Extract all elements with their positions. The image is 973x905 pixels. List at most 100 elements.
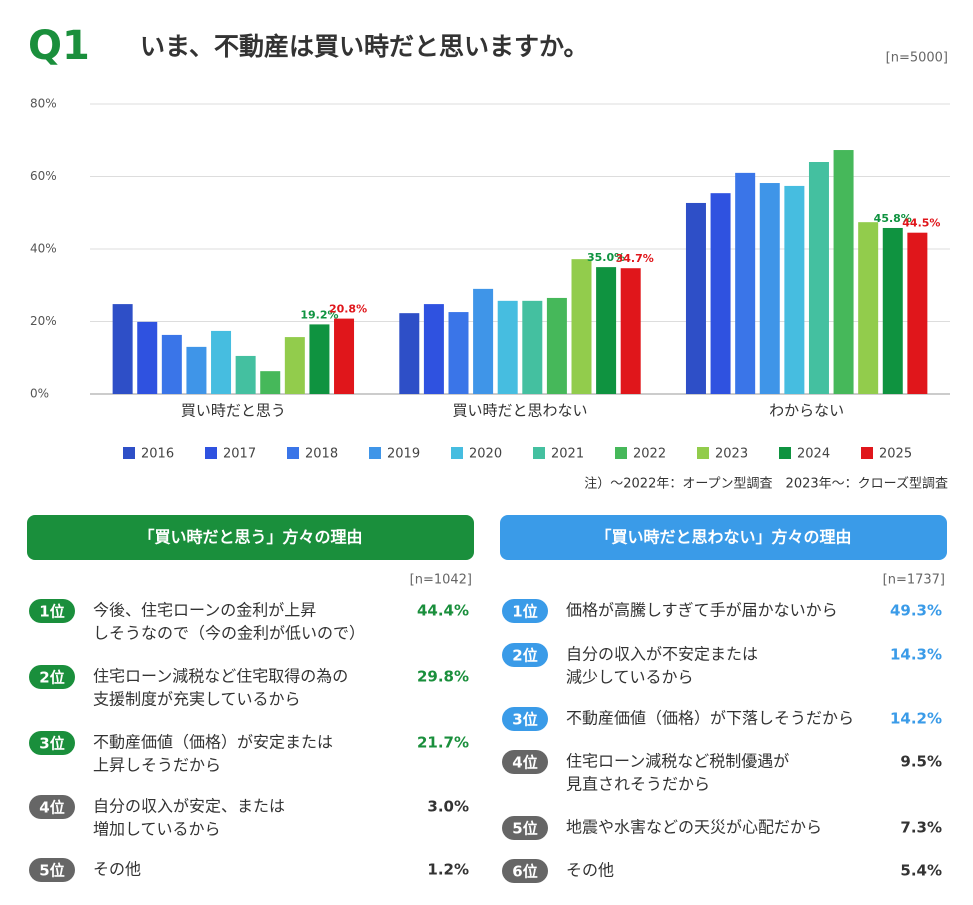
reason-text: 自分の収入が安定、または [93, 797, 285, 816]
reason-value: 44.4% [417, 602, 469, 620]
data-label: 35.0% [587, 251, 625, 264]
data-label: 44.5% [902, 217, 940, 230]
legend-swatch [369, 447, 381, 459]
bar [596, 267, 617, 394]
reason-text: その他 [93, 860, 141, 879]
bar [522, 300, 543, 394]
rank-label: 1位 [512, 603, 537, 621]
bar [309, 324, 330, 394]
legend-label: 2018 [305, 447, 338, 462]
rank-badge [502, 750, 548, 774]
legend-swatch [287, 447, 299, 459]
legend-swatch [451, 447, 463, 459]
bar [497, 300, 518, 394]
rank-label: 6位 [512, 863, 537, 881]
bar [620, 268, 641, 394]
bar [334, 318, 355, 394]
bar [571, 259, 592, 394]
rank-label: 2位 [512, 647, 537, 665]
rank-badge [502, 816, 548, 840]
bar [808, 162, 829, 394]
rank-label: 3位 [39, 735, 64, 753]
legend-swatch [123, 447, 135, 459]
legend-label: 2023 [715, 447, 748, 462]
rank-badge [29, 731, 75, 755]
legend-swatch [861, 447, 873, 459]
legend-label: 2022 [633, 447, 666, 462]
rank-badge [502, 707, 548, 731]
bar [186, 346, 207, 394]
bar [448, 312, 469, 394]
reason-value: 21.7% [417, 734, 469, 752]
rank-label: 3位 [512, 711, 537, 729]
rank-label: 5位 [512, 820, 537, 838]
bar [710, 193, 731, 394]
legend-label: 2024 [797, 447, 830, 462]
bar [735, 172, 756, 394]
bar [907, 232, 928, 394]
reason-value: 5.4% [900, 862, 942, 880]
rank-badge [29, 599, 75, 623]
reason-text: 減少しているから [566, 668, 694, 687]
bar [211, 330, 232, 394]
rank-badge [29, 858, 75, 882]
bar [685, 202, 706, 394]
reason-value: 1.2% [427, 861, 469, 879]
reason-text: 住宅ローン減税など税制優遇が [566, 752, 789, 771]
reason-text: 今後、住宅ローンの金利が上昇 [93, 601, 316, 620]
reason-value: 49.3% [890, 602, 942, 620]
legend-label: 2020 [469, 447, 502, 462]
y-tick-label: 80% [30, 97, 57, 111]
rank-badge [502, 599, 548, 623]
panel-header [27, 515, 474, 560]
bar [759, 183, 780, 394]
note: 注）～2022年：オープン型調査 2023年～：クローズ型調査 [584, 476, 948, 492]
data-label: 19.2% [300, 308, 338, 321]
legend-label: 2025 [879, 447, 912, 462]
rank-badge [29, 795, 75, 819]
bar [423, 304, 444, 394]
legend-label: 2016 [141, 447, 174, 462]
bar [784, 185, 805, 394]
bar [161, 334, 182, 394]
reason-value: 7.3% [900, 819, 942, 837]
data-label: 45.8% [874, 212, 912, 225]
sample-size: [n=5000] [886, 51, 948, 66]
reason-text: 不動産価値（価格）が下落しそうだから [566, 709, 854, 728]
bar [546, 297, 567, 394]
rank-badge [29, 665, 75, 689]
bar [399, 313, 420, 394]
x-tick-label: 買い時だと思わない [452, 402, 587, 420]
reason-text: 不動産価値（価格）が安定または [93, 733, 333, 752]
bar [112, 304, 133, 394]
y-tick-label: 20% [30, 314, 57, 328]
panel-title: 「買い時だと思わない」方々の理由 [595, 528, 851, 547]
rank-badge [502, 859, 548, 883]
bar [858, 222, 879, 394]
panel-sample: [n=1042] [410, 573, 472, 588]
bar [473, 288, 494, 394]
data-label: 34.7% [616, 252, 654, 265]
reason-value: 29.8% [417, 668, 469, 686]
x-tick-label: わからない [769, 402, 844, 420]
reason-text: 増加しているから [93, 820, 221, 839]
reason-value: 3.0% [427, 798, 469, 816]
reason-text: 支援制度が充実しているから [93, 690, 301, 709]
rank-label: 4位 [512, 754, 537, 772]
rank-badge [502, 643, 548, 667]
bar [284, 337, 305, 394]
legend-swatch [205, 447, 217, 459]
reason-text: 地震や水害などの天災が心配だから [566, 818, 822, 837]
bar [833, 150, 854, 394]
rank-label: 5位 [39, 862, 64, 880]
rank-label: 1位 [39, 603, 64, 621]
question-label: Q1 [28, 23, 90, 69]
reason-value: 14.2% [890, 710, 942, 728]
reason-text: 住宅ローン減税など住宅取得の為の [93, 667, 348, 686]
data-label: 20.8% [329, 303, 367, 316]
reason-text: 上昇しそうだから [93, 756, 221, 775]
legend-swatch [697, 447, 709, 459]
bar [882, 227, 903, 394]
rank-label: 4位 [39, 799, 64, 817]
